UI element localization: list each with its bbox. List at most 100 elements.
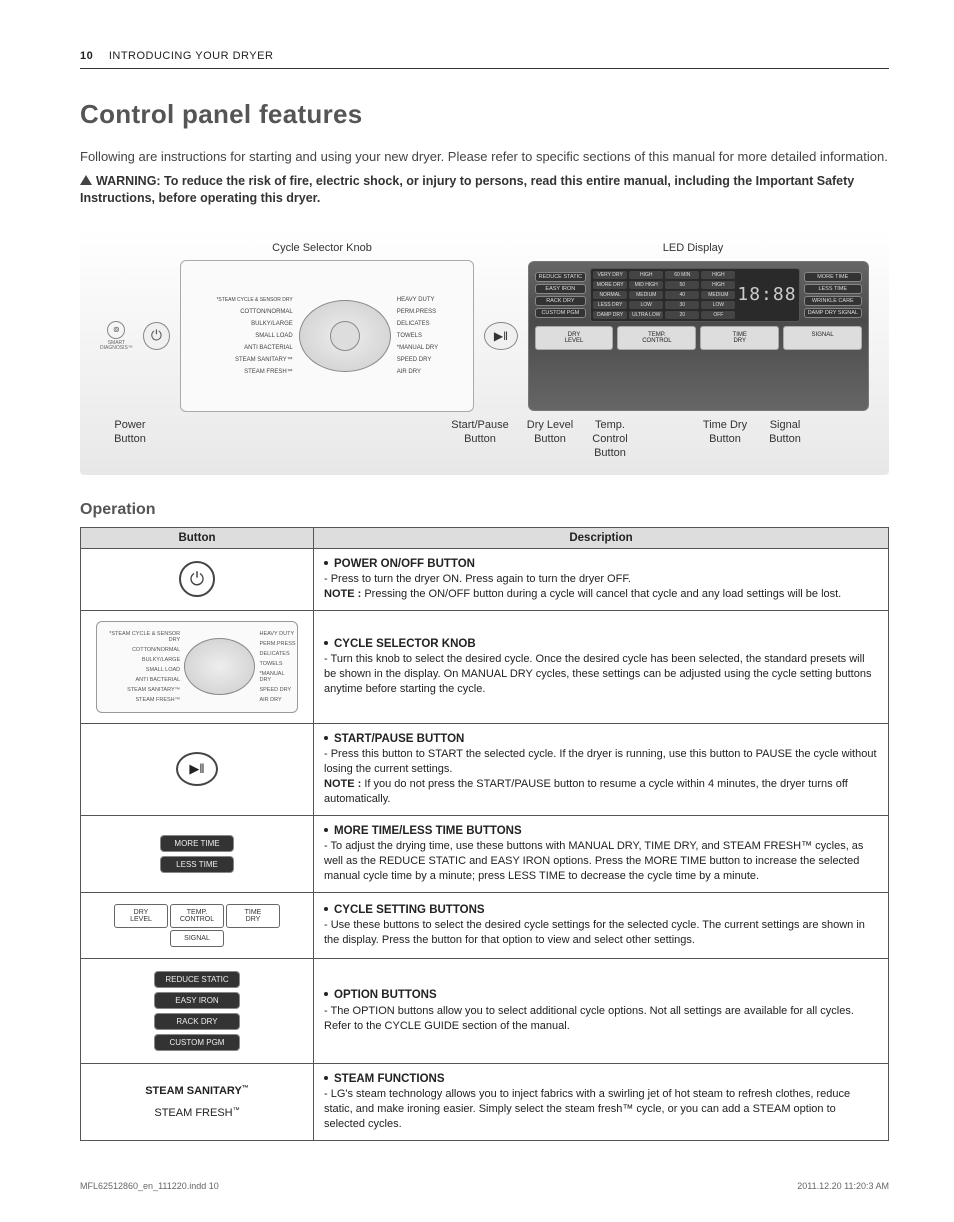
intro-text: Following are instructions for starting …	[80, 148, 889, 167]
description-cell: STEAM FUNCTIONS- LG's steam technology a…	[314, 1063, 889, 1140]
page-header: 10 INTRODUCING YOUR DRYER	[80, 50, 889, 69]
steam-fresh-label: STEAM FRESH™	[87, 1107, 307, 1119]
led-grid-cell: NORMAL	[593, 291, 627, 299]
led-grid-cell: 50	[665, 281, 699, 289]
label-led-display: LED Display	[518, 242, 868, 254]
button-cell: ⏻	[81, 548, 314, 610]
label-start-pause: Start/PauseButton	[450, 418, 510, 461]
led-bottom-button: TIMEDRY	[700, 326, 779, 350]
led-bottom-button: DRYLEVEL	[535, 326, 614, 350]
knob-label: SMALL LOAD	[255, 333, 292, 339]
power-button-graphic: ⏻	[143, 322, 170, 350]
led-option: RACK DRY	[535, 296, 587, 306]
option-pill: CUSTOM PGM	[154, 1034, 239, 1051]
led-grid-cell: OFF	[701, 311, 735, 319]
desc-title: MORE TIME/LESS TIME BUTTONS	[334, 825, 522, 837]
button-cell: *STEAM CYCLE & SENSOR DRYCOTTON/NORMALBU…	[81, 610, 314, 723]
led-bottom-button: TEMP.CONTROL	[617, 326, 696, 350]
col-button: Button	[81, 527, 314, 548]
cycle-setting-pill: TIMEDRY	[226, 904, 280, 928]
led-option: MORE TIME	[804, 272, 862, 282]
warning-icon	[80, 175, 92, 185]
led-grid-cell: ULTRA LOW	[629, 311, 663, 319]
knob-label: STEAM SANITARY™	[235, 357, 293, 363]
page-footer: MFL62512860_en_111220.indd 10 2011.12.20…	[80, 1181, 889, 1191]
desc-title: OPTION BUTTONS	[334, 989, 437, 1001]
description-cell: START/PAUSE BUTTON- Press this button to…	[314, 723, 889, 815]
led-grid-cell: 30	[665, 301, 699, 309]
desc-title: STEAM FUNCTIONS	[334, 1073, 445, 1085]
warning-text: WARNING: To reduce the risk of fire, ele…	[80, 173, 889, 208]
led-display-panel: REDUCE STATICEASY IRONRACK DRYCUSTOM PGM…	[528, 261, 869, 411]
led-grid-cell: 40	[665, 291, 699, 299]
option-pill: REDUCE STATIC	[154, 971, 239, 988]
cycle-knob-panel: *STEAM CYCLE & SENSOR DRY COTTON/NORMAL BU…	[180, 260, 474, 412]
led-grid-cell: LOW	[701, 301, 735, 309]
led-grid-cell: MID HIGH	[629, 281, 663, 289]
led-grid-cell: HIGH	[629, 271, 663, 279]
led-grid-cell: MORE DRY	[593, 281, 627, 289]
section-title: INTRODUCING YOUR DRYER	[109, 50, 274, 62]
knob-label: STEAM FRESH™	[244, 369, 293, 375]
description-cell: MORE TIME/LESS TIME BUTTONS- To adjust t…	[314, 815, 889, 892]
led-grid-cell: LESS DRY	[593, 301, 627, 309]
led-grid-cell: MEDIUM	[629, 291, 663, 299]
knob-label: SPEED DRY	[397, 357, 432, 363]
led-grid-cell: DAMP DRY	[593, 311, 627, 319]
description-cell: CYCLE SELECTOR KNOB- Turn this knob to s…	[314, 610, 889, 723]
label-dry-level: Dry LevelButton	[520, 418, 580, 461]
led-grid-cell: LOW	[629, 301, 663, 309]
led-digits: 18:88	[737, 284, 796, 305]
label-power-button: Power Button	[100, 418, 160, 461]
control-panel-diagram: Cycle Selector Knob LED Display ⊚ SMARTD…	[80, 228, 889, 475]
cycle-setting-pill: TEMP.CONTROL	[170, 904, 224, 928]
desc-title: START/PAUSE BUTTON	[334, 733, 464, 745]
knob-label: HEAVY DUTY	[397, 297, 435, 303]
cycle-knob-dial	[299, 300, 391, 372]
label-time-dry: Time DryButton	[695, 418, 755, 461]
led-grid-cell: HIGH	[701, 281, 735, 289]
knob-label: *STEAM CYCLE & SENSOR DRY	[216, 297, 292, 303]
steam-sanitary-label: STEAM SANITARY™	[87, 1085, 307, 1097]
desc-title: POWER ON/OFF BUTTON	[334, 558, 475, 570]
knob-label: *MANUAL DRY	[397, 345, 438, 351]
cycle-setting-pill: SIGNAL	[170, 930, 224, 947]
footer-left: MFL62512860_en_111220.indd 10	[80, 1181, 219, 1191]
button-cell: STEAM SANITARY™ STEAM FRESH™	[81, 1063, 314, 1140]
start-pause-button-graphic: ▶‖	[484, 322, 517, 350]
button-cell: DRYLEVELTEMP.CONTROLTIMEDRYSIGNAL	[81, 892, 314, 958]
knob-label: DELICATES	[397, 321, 430, 327]
power-icon: ⏻	[179, 561, 215, 597]
led-option: REDUCE STATIC	[535, 272, 587, 282]
col-description: Description	[314, 527, 889, 548]
page-number: 10	[80, 50, 93, 62]
knob-label: COTTON/NORMAL	[240, 309, 293, 315]
led-option: CUSTOM PGM	[535, 308, 587, 318]
button-cell: REDUCE STATICEASY IRONRACK DRYCUSTOM PGM	[81, 958, 314, 1063]
cycle-setting-pill: DRYLEVEL	[114, 904, 168, 928]
led-grid-cell: MEDIUM	[701, 291, 735, 299]
led-grid-cell: 60 MIN	[665, 271, 699, 279]
description-cell: POWER ON/OFF BUTTON- Press to turn the d…	[314, 548, 889, 610]
label-temp-control: Temp.ControlButton	[580, 418, 640, 461]
knob-label: AIR DRY	[397, 369, 421, 375]
label-cycle-knob: Cycle Selector Knob	[172, 242, 472, 254]
time-pill: LESS TIME	[160, 856, 234, 873]
option-pill: RACK DRY	[154, 1013, 239, 1030]
desc-title: CYCLE SELECTOR KNOB	[334, 638, 476, 650]
button-cell: ▶‖	[81, 723, 314, 815]
page-title: Control panel features	[80, 99, 889, 130]
knob-label: BULKY/LARGE	[251, 321, 293, 327]
description-cell: CYCLE SETTING BUTTONS- Use these buttons…	[314, 892, 889, 958]
description-cell: OPTION BUTTONS- The OPTION buttons allow…	[314, 958, 889, 1063]
led-grid-cell: HIGH	[701, 271, 735, 279]
led-option: WRINKLE CARE	[804, 296, 862, 306]
smart-diag-label: SMARTDIAGNOSIS™	[100, 341, 133, 351]
warning-body: WARNING: To reduce the risk of fire, ele…	[80, 174, 854, 206]
operation-heading: Operation	[80, 501, 889, 519]
label-signal: SignalButton	[755, 418, 815, 461]
led-bottom-button: SIGNAL	[783, 326, 862, 350]
led-option: DAMP DRY SIGNAL	[804, 308, 862, 318]
knob-label: ANTI BACTERIAL	[244, 345, 293, 351]
footer-right: 2011.12.20 11:20:3 AM	[797, 1181, 889, 1191]
